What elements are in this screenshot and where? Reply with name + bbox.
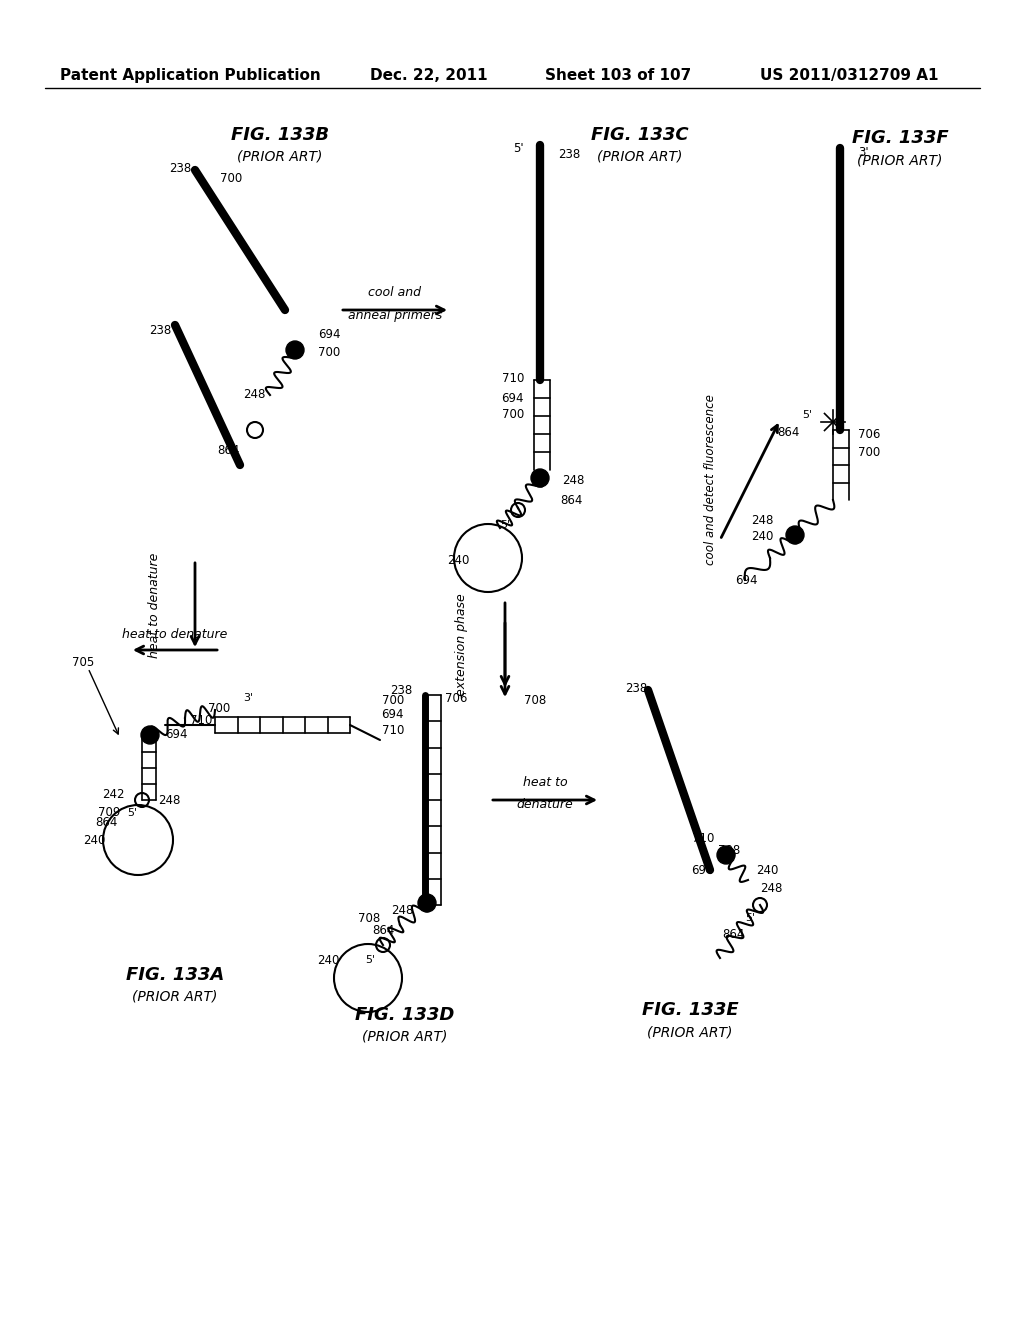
Circle shape	[531, 469, 549, 487]
Text: 248: 248	[760, 882, 782, 895]
Text: (PRIOR ART): (PRIOR ART)	[597, 150, 683, 164]
Text: anneal primers: anneal primers	[348, 309, 442, 322]
Text: FIG. 133F: FIG. 133F	[852, 129, 948, 147]
Text: 240: 240	[756, 863, 778, 876]
Text: 5': 5'	[500, 520, 510, 531]
Text: 5': 5'	[802, 411, 812, 420]
Text: (PRIOR ART): (PRIOR ART)	[132, 990, 218, 1005]
Circle shape	[141, 726, 159, 744]
Text: 710: 710	[190, 714, 212, 726]
Text: 710: 710	[382, 723, 404, 737]
Text: 238: 238	[558, 149, 581, 161]
Text: extension phase: extension phase	[456, 594, 469, 697]
Text: 694: 694	[382, 709, 404, 722]
Text: 240: 240	[84, 833, 106, 846]
Text: 5': 5'	[744, 913, 755, 923]
Text: Sheet 103 of 107: Sheet 103 of 107	[545, 69, 691, 83]
Text: 238: 238	[390, 684, 412, 697]
Text: (PRIOR ART): (PRIOR ART)	[857, 153, 943, 168]
Text: 5': 5'	[513, 141, 523, 154]
Text: 694: 694	[502, 392, 524, 404]
Circle shape	[286, 341, 304, 359]
Text: 700: 700	[220, 172, 243, 185]
Text: 700: 700	[208, 701, 230, 714]
Text: 708: 708	[718, 843, 740, 857]
Text: 240: 240	[317, 953, 340, 966]
Text: 700: 700	[502, 408, 524, 421]
Text: heat to: heat to	[522, 776, 567, 788]
Text: 694: 694	[691, 863, 714, 876]
Text: 242: 242	[102, 788, 125, 801]
Text: denature: denature	[517, 799, 573, 812]
Text: 700: 700	[382, 693, 404, 706]
Text: 864: 864	[218, 444, 240, 457]
Text: 238: 238	[169, 161, 191, 174]
Text: 238: 238	[148, 323, 171, 337]
Text: 248: 248	[752, 513, 774, 527]
Text: 238: 238	[625, 681, 647, 694]
Text: 864: 864	[95, 817, 118, 829]
Text: FIG. 133C: FIG. 133C	[591, 125, 689, 144]
Text: (PRIOR ART): (PRIOR ART)	[362, 1030, 447, 1044]
Text: 864: 864	[723, 928, 745, 941]
Text: 706: 706	[445, 692, 467, 705]
Text: 864: 864	[777, 426, 800, 440]
Text: heat to denature: heat to denature	[148, 552, 162, 657]
Text: 705: 705	[72, 656, 94, 668]
Text: FIG. 133D: FIG. 133D	[355, 1006, 455, 1024]
Text: Dec. 22, 2011: Dec. 22, 2011	[370, 69, 487, 83]
Text: 694: 694	[735, 573, 758, 586]
Text: 708: 708	[524, 693, 546, 706]
Text: 248: 248	[562, 474, 585, 487]
Text: heat to denature: heat to denature	[122, 628, 227, 642]
Text: cool and: cool and	[369, 285, 422, 298]
Text: 700: 700	[318, 346, 340, 359]
Text: Patent Application Publication: Patent Application Publication	[60, 69, 321, 83]
Circle shape	[717, 846, 735, 865]
Text: 706: 706	[858, 429, 881, 441]
Text: 3': 3'	[858, 145, 868, 158]
Text: 694: 694	[165, 727, 187, 741]
Text: (PRIOR ART): (PRIOR ART)	[238, 150, 323, 164]
Text: cool and detect fluorescence: cool and detect fluorescence	[703, 395, 717, 565]
Text: 5': 5'	[127, 808, 137, 818]
Text: 709: 709	[97, 805, 120, 818]
Circle shape	[786, 525, 804, 544]
Text: 694: 694	[318, 329, 341, 342]
Text: 864: 864	[373, 924, 395, 936]
Text: 864: 864	[560, 494, 583, 507]
Text: 3': 3'	[243, 693, 253, 704]
Text: FIG. 133E: FIG. 133E	[642, 1001, 738, 1019]
Circle shape	[418, 894, 436, 912]
Text: 240: 240	[447, 553, 470, 566]
Text: 708: 708	[357, 912, 380, 924]
Text: 240: 240	[752, 531, 774, 544]
Text: FIG. 133B: FIG. 133B	[231, 125, 329, 144]
Text: 248: 248	[158, 793, 180, 807]
Text: 710: 710	[502, 371, 524, 384]
Text: 700: 700	[858, 446, 881, 458]
Text: (PRIOR ART): (PRIOR ART)	[647, 1026, 733, 1039]
Text: 248: 248	[243, 388, 265, 401]
Text: 710: 710	[691, 832, 714, 845]
Text: 5': 5'	[365, 954, 375, 965]
Text: FIG. 133A: FIG. 133A	[126, 966, 224, 983]
Text: 248: 248	[391, 903, 414, 916]
Text: US 2011/0312709 A1: US 2011/0312709 A1	[760, 69, 939, 83]
